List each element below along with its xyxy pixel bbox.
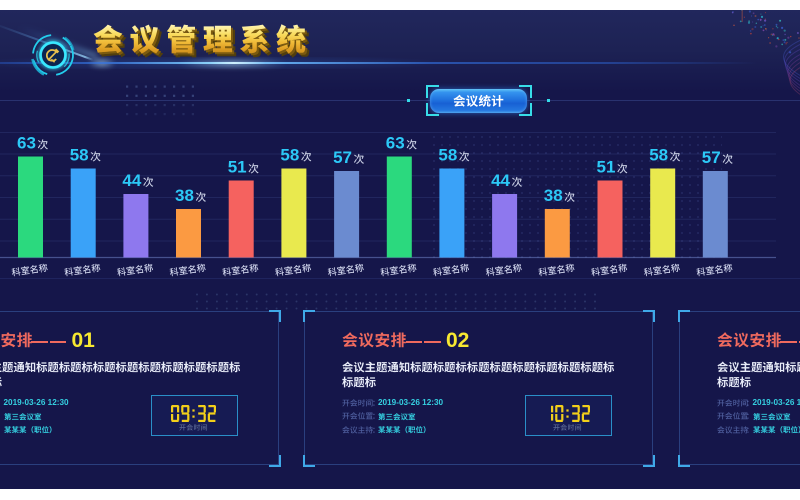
svg-text:38: 38: [175, 186, 194, 205]
svg-text:57: 57: [702, 148, 721, 167]
svg-text:58: 58: [438, 146, 457, 165]
svg-text:57: 57: [333, 148, 352, 167]
svg-text:51: 51: [597, 158, 616, 177]
svg-text:63: 63: [17, 134, 36, 153]
svg-text:58: 58: [280, 146, 299, 165]
svg-text:63: 63: [386, 134, 405, 153]
svg-text:58: 58: [70, 146, 89, 165]
svg-text:51: 51: [228, 158, 247, 177]
svg-text:38: 38: [544, 186, 563, 205]
svg-text:44: 44: [491, 171, 510, 190]
svg-text:44: 44: [122, 171, 141, 190]
svg-text:58: 58: [649, 146, 668, 165]
